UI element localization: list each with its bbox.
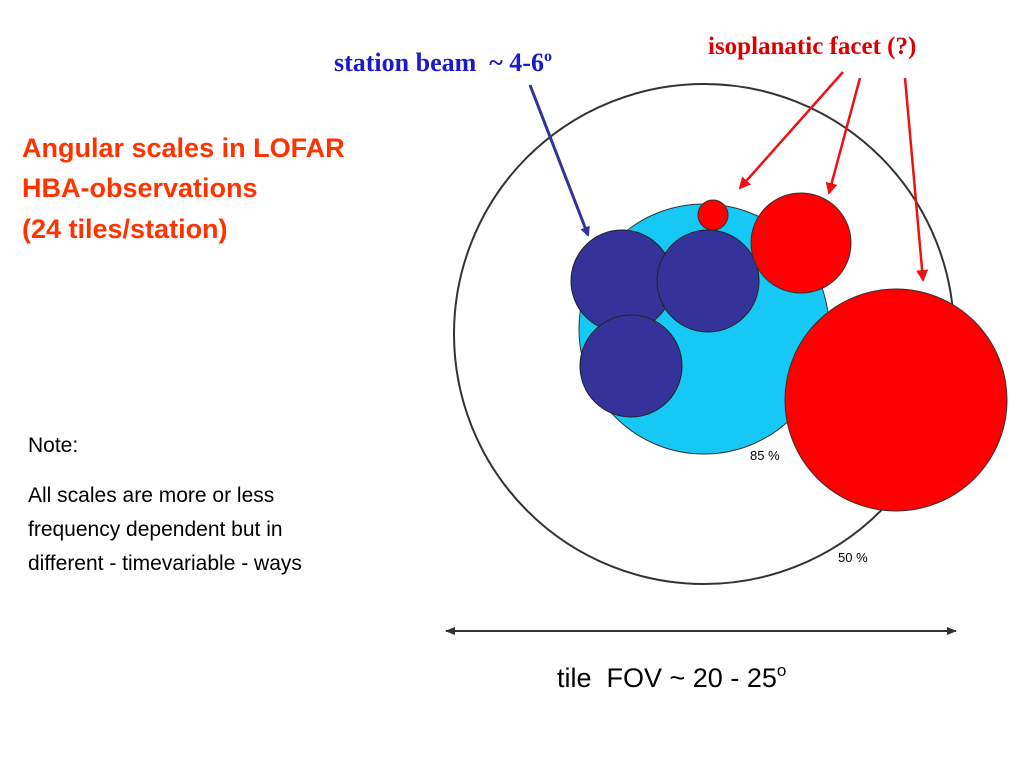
arrow — [528, 84, 590, 237]
facet-label: isoplanatic facet (?) — [708, 33, 916, 60]
arrow — [825, 77, 862, 195]
note-line: different - timevariable - ways — [28, 552, 302, 575]
facet — [784, 288, 1008, 512]
facet — [750, 192, 852, 294]
title-line: HBA-observations — [22, 173, 258, 203]
arrow — [738, 71, 844, 190]
tile-fov-label: tile FOV ~ 20 - 25o — [557, 661, 786, 693]
facet — [697, 199, 729, 231]
station-beam — [656, 229, 760, 333]
arrow — [903, 77, 929, 282]
title-line: (24 tiles/station) — [22, 214, 228, 244]
superscript: o — [544, 48, 552, 65]
station-beam — [579, 314, 683, 418]
title-line: Angular scales in LOFAR — [22, 133, 345, 163]
station-beam-label: station beam ~ 4-6o — [334, 48, 552, 77]
note-line: frequency dependent but in — [28, 518, 283, 541]
note-line: All scales are more or less — [28, 484, 274, 507]
label-text: tile FOV ~ 20 - 25 — [557, 663, 777, 693]
level-label: 85 % — [750, 448, 780, 463]
label-text: station beam ~ 4-6 — [334, 48, 544, 77]
level-label: 50 % — [838, 550, 868, 565]
note-heading: Note: — [28, 434, 78, 457]
superscript: o — [777, 661, 786, 680]
